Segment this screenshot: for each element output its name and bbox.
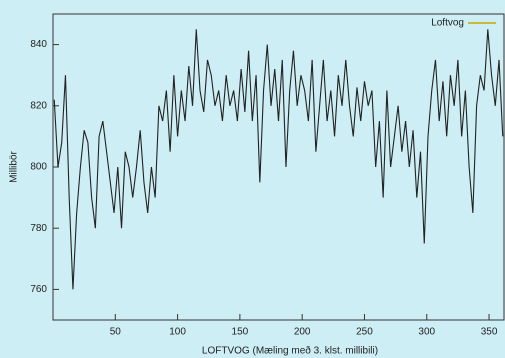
y-tick-label: 800 [30, 162, 47, 173]
y-tick-label: 840 [30, 39, 47, 50]
data-line [53, 29, 504, 290]
y-tick-label: 780 [30, 223, 47, 234]
x-tick-label: 200 [294, 327, 311, 338]
x-tick-label: 100 [169, 327, 186, 338]
y-tick-label: 820 [30, 100, 47, 111]
plot-frame [52, 13, 505, 321]
legend-label: Loftvog [431, 18, 464, 29]
x-tick-label: 300 [418, 327, 435, 338]
x-axis-label: LOFTVOG (Mæling með 3. klst. millibili) [202, 345, 378, 357]
x-tick-label: 350 [481, 327, 498, 338]
x-tick-label: 150 [232, 327, 249, 338]
x-tick-label: 250 [356, 327, 373, 338]
x-tick-label: 50 [110, 327, 122, 338]
y-axis-label: Millibör [9, 150, 20, 182]
y-tick-label: 760 [30, 284, 47, 295]
